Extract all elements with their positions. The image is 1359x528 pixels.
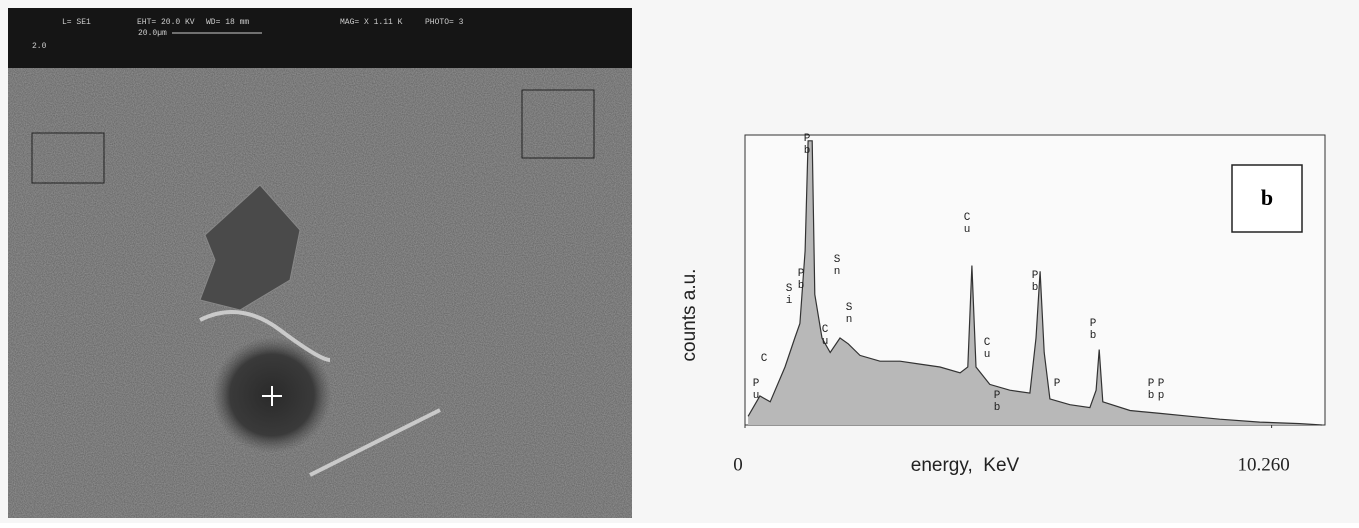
cross — [262, 386, 282, 406]
panel-box — [1231, 164, 1303, 233]
sem-image: L= SE1 EHT= 20.0 KV WD= 18 mm MAG= X 1.1… — [8, 8, 632, 518]
sem-info: L= SE1 — [62, 18, 91, 27]
spectrum: b counts a.u. energy, KeV 0 10.260PbSiPbC… — [679, 133, 1326, 476]
x-tick-label: 0 — [733, 454, 743, 475]
sem-info: MAG= X 1.11 K — [340, 18, 403, 27]
sem-info: EHT= 20.0 KV — [137, 18, 195, 27]
sem-info: PHOTO= 3 — [425, 18, 464, 27]
peak-label: Pb — [795, 268, 807, 292]
area-box — [521, 89, 595, 159]
peak-label: Cu — [961, 212, 973, 236]
bright-edge — [199, 310, 441, 477]
peak-label: Pb — [1145, 378, 1157, 402]
peak-label: C — [758, 353, 770, 365]
panel-label: b — [1261, 185, 1273, 210]
peak-label: Cu — [819, 324, 831, 348]
sem-header-bar — [8, 8, 632, 68]
spectrum-area — [748, 140, 1322, 426]
peak-label: Pp — [1155, 378, 1167, 402]
sem-info: WD= 18 mm — [206, 18, 249, 27]
sem-corner: 2.0 — [32, 42, 47, 51]
spectrum-line — [747, 140, 1322, 426]
peak-label: Sn — [843, 302, 855, 326]
peak-label: Sn — [831, 254, 843, 278]
x-axis-label: energy, KeV — [911, 455, 1020, 476]
area-box — [31, 132, 105, 184]
peak-label: Pb — [1087, 318, 1099, 342]
peak-label: Si — [783, 283, 795, 307]
peak-label: Pb — [801, 133, 813, 157]
y-axis-label: counts a.u. — [679, 269, 700, 362]
peak-label: Pb — [1029, 270, 1041, 294]
particle — [199, 184, 301, 311]
scale-bar-label: 20.0µm — [138, 29, 167, 38]
peak-label: Pb — [991, 390, 1003, 414]
x-tick-label: 10.260 — [1237, 454, 1289, 475]
peak-label: Pu — [750, 378, 762, 402]
sem-texture — [8, 8, 632, 518]
peak-label: Cu — [981, 337, 993, 361]
peak-label: P — [1051, 378, 1063, 390]
